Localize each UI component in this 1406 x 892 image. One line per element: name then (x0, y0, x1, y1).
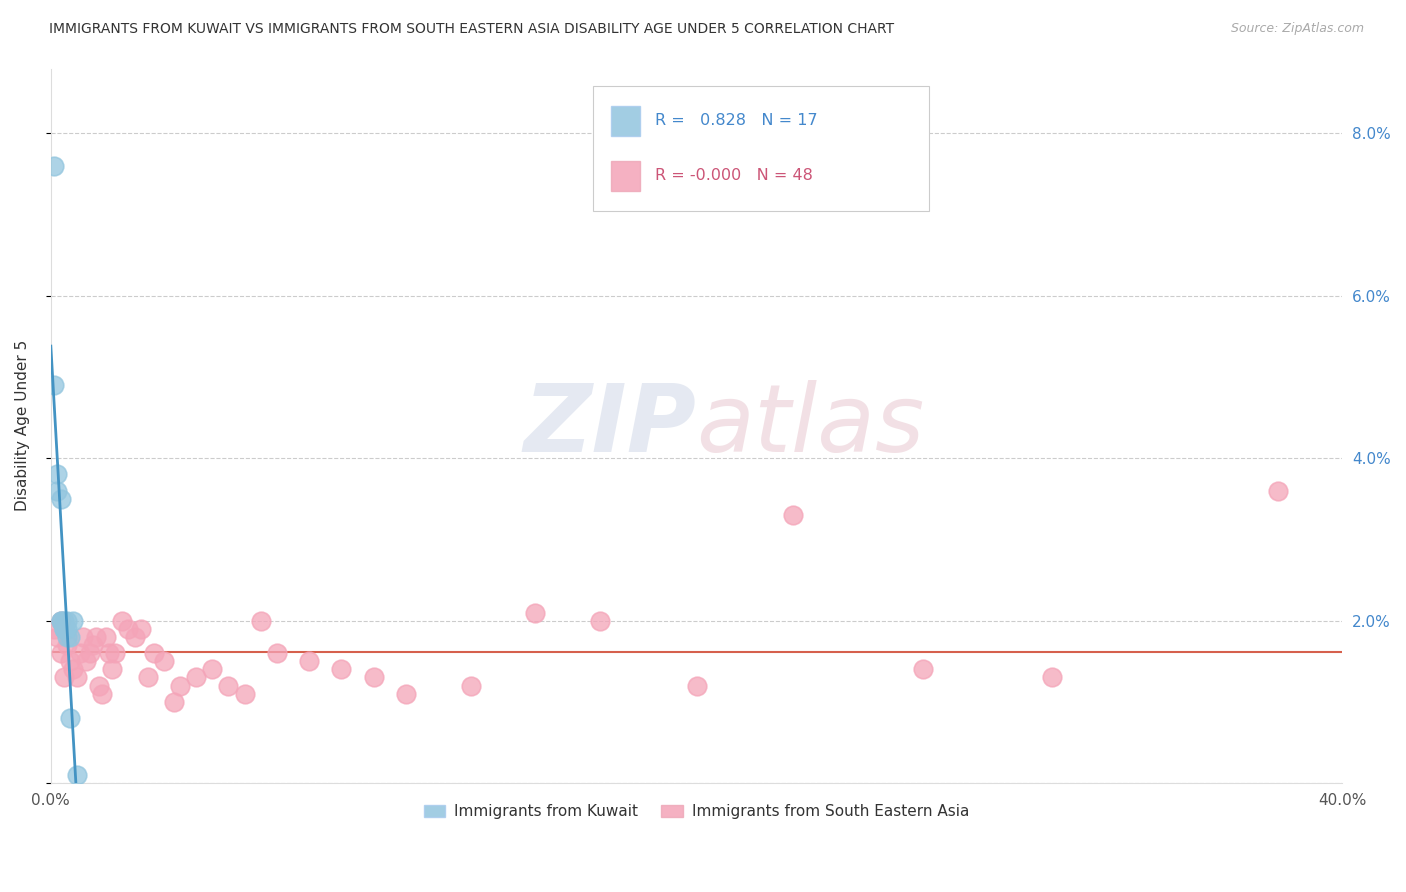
Point (97, 646, 120, 660)
Point (49, 614, 72, 628)
Point (82, 638, 104, 652)
Text: R =   0.828   N = 17: R = 0.828 N = 17 (655, 113, 818, 128)
Point (298, 654, 321, 668)
Point (184, 671, 207, 685)
Point (56, 622, 79, 636)
Point (111, 614, 134, 628)
Y-axis label: Disability Age Under 5: Disability Age Under 5 (15, 340, 30, 511)
Point (249, 614, 271, 628)
Point (782, 508, 804, 522)
Point (49, 614, 72, 628)
FancyBboxPatch shape (612, 105, 640, 136)
Point (52, 622, 75, 636)
Point (395, 687, 418, 701)
Point (460, 679, 482, 693)
Point (217, 679, 239, 693)
Point (46, 467, 69, 482)
Point (42, 159, 65, 173)
Point (52, 622, 75, 636)
Point (84, 630, 107, 644)
Point (66, 671, 89, 685)
Point (129, 622, 152, 636)
Point (49, 491, 72, 506)
Point (104, 646, 127, 660)
Point (685, 679, 707, 693)
Point (143, 646, 166, 660)
Point (59, 711, 82, 725)
Point (62, 662, 84, 676)
Point (124, 630, 146, 644)
Point (363, 671, 385, 685)
Point (162, 695, 184, 709)
Point (49, 646, 72, 660)
Point (66, 768, 89, 782)
Point (46, 483, 69, 498)
Point (94, 630, 117, 644)
Point (62, 614, 84, 628)
Point (1267, 483, 1289, 498)
Point (42, 622, 65, 636)
Point (101, 662, 124, 676)
Point (201, 662, 224, 676)
Point (233, 687, 256, 701)
Text: ZIP: ZIP (524, 380, 696, 472)
Point (52, 671, 75, 685)
Text: atlas: atlas (696, 380, 925, 471)
Point (136, 671, 159, 685)
Point (91, 687, 114, 701)
Point (1040, 671, 1063, 685)
Point (46, 630, 69, 644)
Point (56, 638, 79, 652)
Text: IMMIGRANTS FROM KUWAIT VS IMMIGRANTS FROM SOUTH EASTERN ASIA DISABILITY AGE UNDE: IMMIGRANTS FROM KUWAIT VS IMMIGRANTS FRO… (49, 22, 894, 37)
Point (42, 378, 65, 392)
Point (59, 654, 82, 668)
Point (117, 622, 139, 636)
Point (911, 662, 934, 676)
Point (153, 654, 176, 668)
Point (69, 646, 91, 660)
Point (52, 614, 75, 628)
Text: Source: ZipAtlas.com: Source: ZipAtlas.com (1230, 22, 1364, 36)
Point (75, 654, 97, 668)
Point (56, 630, 79, 644)
FancyBboxPatch shape (593, 87, 929, 211)
Point (169, 679, 191, 693)
Point (79, 646, 101, 660)
Point (72, 630, 94, 644)
Point (89, 679, 111, 693)
Point (266, 646, 288, 660)
Point (56, 614, 79, 628)
FancyBboxPatch shape (612, 161, 640, 191)
Legend: Immigrants from Kuwait, Immigrants from South Eastern Asia: Immigrants from Kuwait, Immigrants from … (418, 798, 976, 825)
Point (589, 614, 612, 628)
Point (330, 662, 353, 676)
Text: R = -0.000   N = 48: R = -0.000 N = 48 (655, 169, 813, 183)
Point (524, 606, 547, 620)
Point (59, 630, 82, 644)
Point (49, 614, 72, 628)
